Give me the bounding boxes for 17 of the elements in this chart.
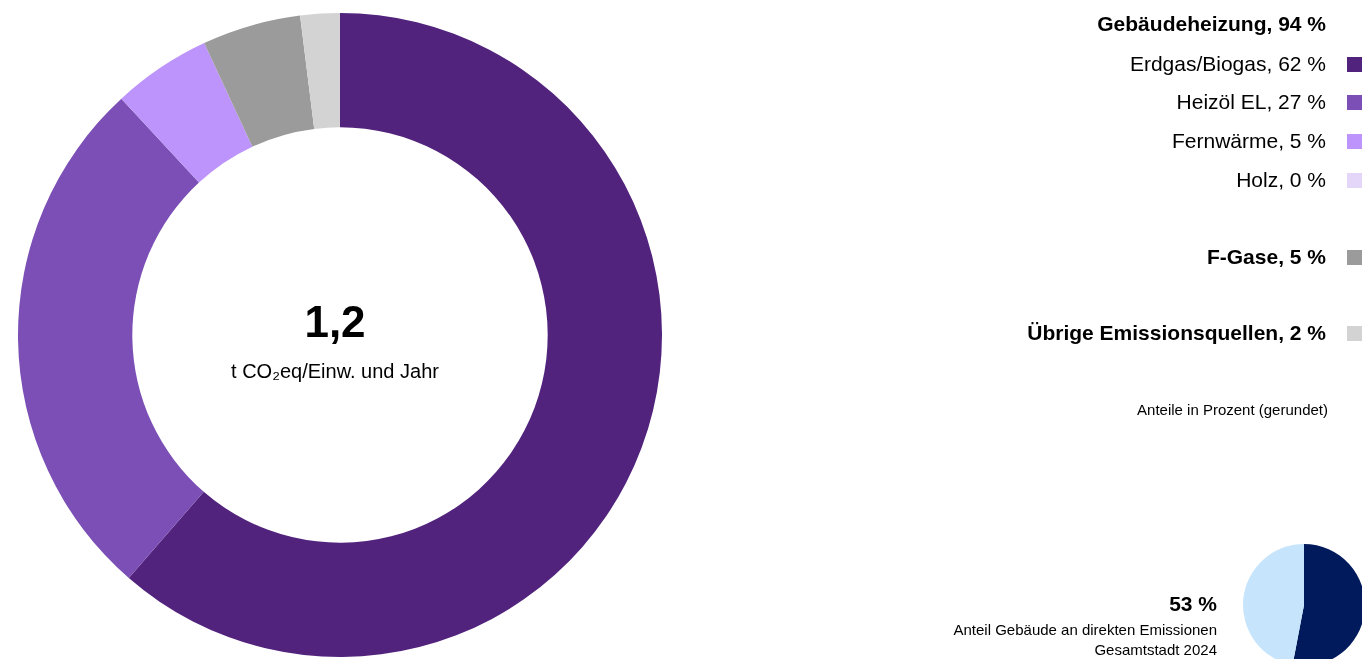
text: 53 % [1169, 592, 1217, 616]
donut-slice [18, 98, 204, 579]
text: Anteil Gebäude an direkten Emissionen Gesamtstadt 2024 [952, 620, 1217, 659]
text: Anteile in Prozent (gerundet) [1137, 401, 1328, 418]
donut-slice [300, 13, 340, 129]
legend-label: Erdgas/Biogas, 62 % [1129, 51, 1326, 77]
text: 1,2 [303, 296, 367, 348]
legend-label: F-Gase, 5 % [1206, 244, 1326, 270]
legend-title: Gebäudeheizung, 94 % [1097, 12, 1326, 36]
legend-label: Fernwärme, 5 % [1171, 128, 1326, 154]
donut-slice [121, 43, 253, 183]
legend-label: Übrige Emissionsquellen, 2 % [1027, 320, 1326, 346]
donut-slice [128, 13, 662, 657]
donut-slice [204, 15, 315, 147]
legend-label: Heizöl EL, 27 % [1176, 89, 1326, 115]
legend-label: Holz, 0 % [1236, 167, 1326, 193]
text: t CO₂eq/Einw. und Jahr [230, 359, 440, 384]
